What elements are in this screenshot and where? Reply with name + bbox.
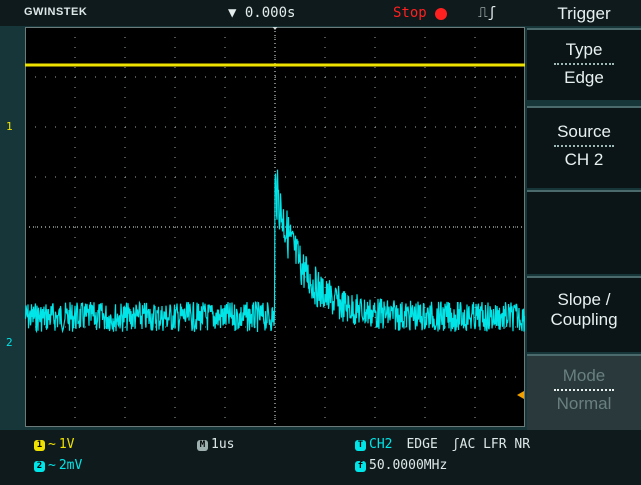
waveform-plot: [25, 27, 525, 427]
menu-separator: [554, 145, 614, 147]
menu-item-label: Mode: [562, 366, 606, 385]
top-status-bar: GWINSTEK ▼ 0.000s Stop ⎍ʃ: [0, 0, 641, 26]
stop-indicator-icon: [435, 8, 447, 20]
ch1-coupling: ~: [48, 437, 56, 452]
ch2-coupling: ~: [48, 458, 56, 473]
trigger-source: CH2: [369, 437, 393, 452]
trigger-readout[interactable]: T CH2 EDGE ʃAC LFR NR: [355, 437, 530, 452]
ch2-scale: 2mV: [58, 458, 83, 473]
frequency-badge-icon: f: [355, 461, 366, 472]
timebase-value: 1us: [211, 437, 235, 452]
trigger-position-marker: [272, 27, 278, 30]
menu-item-label: Source: [557, 122, 611, 141]
brand-logo: GWINSTEK: [24, 6, 88, 18]
trigger-level-marker: [517, 391, 524, 399]
time-position-readout: ▼ 0.000s: [228, 5, 296, 21]
trigger-type: EDGE: [406, 437, 438, 452]
ch1-badge-icon: 1: [34, 440, 45, 451]
ch1-scale: 1V: [58, 437, 75, 452]
frequency-readout: f 50.0000MHz: [355, 458, 447, 473]
menu-item-value: Normal: [556, 394, 612, 413]
menu-item-value: Coupling: [550, 310, 618, 329]
ch1-level-marker[interactable]: 1: [6, 120, 13, 133]
trigger-settings: ʃAC LFR NR: [451, 437, 531, 452]
timebase-readout[interactable]: M 1us: [197, 437, 234, 452]
run-stop-status[interactable]: Stop: [393, 5, 427, 21]
menu-separator: [554, 389, 614, 391]
menu-item-label: Slope /: [557, 290, 611, 309]
ch2-scale-readout[interactable]: 2 ~2mV: [34, 458, 82, 473]
ch2-level-marker[interactable]: 2: [6, 336, 13, 349]
menu-source[interactable]: Source CH 2: [527, 106, 641, 188]
menu-separator: [554, 63, 614, 65]
menu-item-value: CH 2: [564, 150, 604, 169]
timebase-badge-icon: M: [197, 440, 208, 451]
menu-item-label: Type: [565, 40, 603, 59]
ch1-scale-readout[interactable]: 1 ~1V: [34, 437, 74, 452]
trigger-edge-icon: ⎍ʃ: [478, 5, 497, 21]
trigger-badge-icon: T: [355, 440, 366, 451]
frequency-value: 50.0000MHz: [369, 458, 448, 473]
ch2-trace: [25, 169, 525, 334]
ch2-badge-icon: 2: [34, 461, 45, 472]
bottom-status-bar: 1 ~1V 2 ~2mV M 1us T CH2 EDGE ʃAC LFR NR f 50.0…: [0, 430, 641, 485]
menu-title: Trigger: [557, 4, 611, 23]
menu-item-value: Edge: [564, 68, 604, 87]
waveform-screen: [25, 27, 525, 427]
menu-type-edge[interactable]: Type Edge: [527, 28, 641, 100]
menu-blank[interactable]: [527, 190, 641, 274]
menu-slope-coupling[interactable]: Slope / Coupling: [527, 276, 641, 352]
menu-mode-normal[interactable]: Mode Normal: [527, 354, 641, 430]
